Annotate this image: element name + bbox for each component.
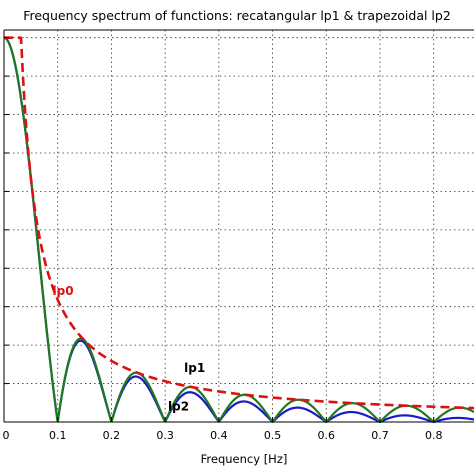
series-layer xyxy=(3,36,474,424)
x-tick-label: 0.2 xyxy=(103,429,121,442)
plot-background xyxy=(4,30,474,422)
x-tick-label: 0.7 xyxy=(371,429,389,442)
x-tick-label: 0.8 xyxy=(425,429,443,442)
series-label-lp1: lp1 xyxy=(184,361,205,375)
x-tick-label: 0.1 xyxy=(49,429,67,442)
x-tick-label: 0.5 xyxy=(264,429,282,442)
x-tick-label: 0 xyxy=(3,429,10,442)
series-label-lp0: lp0 xyxy=(53,284,74,298)
series-lp2-line xyxy=(3,36,474,424)
grid-layer xyxy=(4,30,474,422)
x-tick-label: 0.3 xyxy=(156,429,174,442)
series-lp0-line xyxy=(3,36,474,410)
axes-layer xyxy=(3,29,474,423)
series-label-lp2: lp2 xyxy=(168,399,189,413)
x-axis-label: Frequency [Hz] xyxy=(201,452,288,466)
x-tick-label: 0.4 xyxy=(210,429,228,442)
chart-title: Frequency spectrum of functions: recatan… xyxy=(23,8,451,23)
labels-layer: 0 0.1 0.2 0.3 0.4 0.5 0.6 0.7 0.8 lp0 lp1 lp2 xyxy=(3,284,443,442)
x-tick-label: 0.6 xyxy=(318,429,336,442)
